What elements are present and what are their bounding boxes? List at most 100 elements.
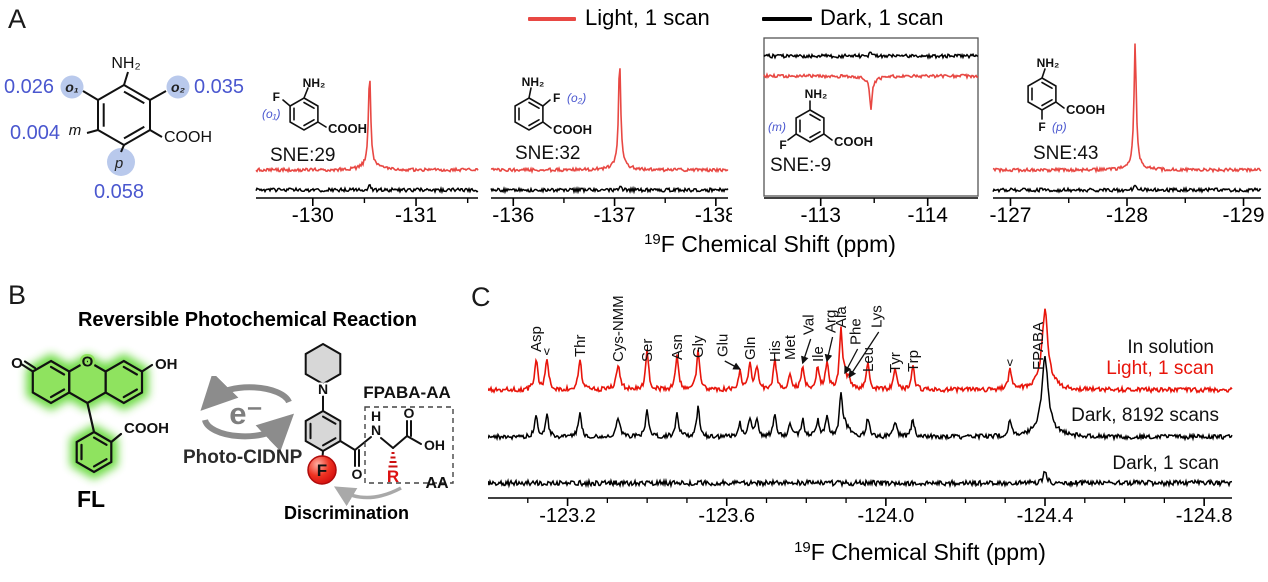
inset-f: F bbox=[1038, 120, 1045, 134]
fluorine-atom: F bbox=[317, 461, 327, 480]
highlight-circle-o1 bbox=[60, 75, 84, 99]
svg-text:-136: -136 bbox=[492, 204, 534, 227]
fluorescein-structure: O O OH COOH bbox=[11, 351, 178, 480]
position-o1-label: o₁ bbox=[65, 79, 79, 95]
amide-n-atom: N bbox=[371, 422, 381, 438]
discrimination-label: Discrimination bbox=[284, 503, 410, 523]
svg-text:Asn: Asn bbox=[669, 334, 686, 360]
svg-text:-124.0: -124.0 bbox=[858, 505, 915, 527]
spectrum-o1: NH₂ F (o₁) COOH SNE:29 -130 -131 bbox=[255, 76, 479, 227]
position-p-label: p bbox=[114, 155, 123, 172]
svg-text:Arg: Arg bbox=[823, 310, 840, 333]
svg-text:Cys-NMM: Cys-NMM bbox=[610, 295, 627, 362]
inset-f: F bbox=[779, 138, 786, 152]
xanthene-bonds bbox=[20, 359, 154, 474]
panel-c-xaxis-label: 19F Chemical Shift (ppm) bbox=[740, 540, 1100, 564]
svg-text:-131: -131 bbox=[395, 204, 437, 227]
legend-dark-label: Dark, 1 scan bbox=[820, 5, 944, 30]
inset-pos: (o₂) bbox=[567, 91, 586, 105]
inset-cooh: COOH bbox=[553, 122, 592, 137]
svg-text:Met: Met bbox=[782, 334, 799, 360]
inset-structure-p: NH₂ COOH F (p) bbox=[1027, 56, 1105, 134]
cycle-arrow-top bbox=[200, 376, 292, 411]
coefficient-p: 0.058 bbox=[94, 181, 144, 203]
dark-8192-label: Dark, 8192 scans bbox=[1071, 405, 1219, 426]
svg-text:-129: -129 bbox=[1223, 204, 1265, 227]
hashed-wedge bbox=[388, 452, 398, 468]
svg-text:Glu: Glu bbox=[715, 334, 732, 357]
coefficient-m: 0.004 bbox=[10, 122, 60, 144]
r-group-label: R bbox=[387, 467, 399, 486]
svg-text:Tyr: Tyr bbox=[887, 352, 904, 373]
panel-a-xaxis-label: 19F Chemical Shift (ppm) bbox=[600, 232, 940, 256]
svg-text:-123.6: -123.6 bbox=[698, 505, 755, 527]
cycle-arrow-bottom bbox=[202, 413, 295, 451]
fl-cooh-atom: COOH bbox=[124, 420, 169, 437]
amide-h-atom: H bbox=[371, 408, 381, 424]
sne-value: SNE:29 bbox=[270, 145, 335, 166]
xlabel-superscript: 19 bbox=[794, 539, 811, 556]
amide-o-atom: O bbox=[352, 466, 363, 482]
xlabel-text: F Chemical Shift (ppm) bbox=[810, 539, 1046, 565]
amino-acid-spectrum: In solution Light, 1 scan Dark, 8192 sca… bbox=[488, 295, 1233, 527]
coefficient-o1: 0.026 bbox=[4, 76, 54, 98]
svg-text:FPABA: FPABA bbox=[1030, 322, 1047, 370]
svg-text:-130: -130 bbox=[292, 204, 334, 227]
ring-fill bbox=[32, 361, 142, 472]
inset-structure-m: NH₂ (m) F COOH bbox=[768, 87, 873, 152]
photo-cidnp-label: Photo-CIDNP bbox=[183, 447, 303, 468]
inset-pos: (o₁) bbox=[262, 107, 280, 121]
svg-text:Leu: Leu bbox=[860, 347, 877, 372]
coefficient-o2: 0.035 bbox=[194, 76, 244, 98]
sne-value: SNE:-9 bbox=[770, 155, 831, 176]
inset-nh2: NH₂ bbox=[805, 87, 828, 101]
benzene-ring bbox=[82, 71, 167, 153]
svg-text:Thr: Thr bbox=[572, 334, 589, 357]
inset-cooh: COOH bbox=[834, 134, 873, 149]
inset-cooh: COOH bbox=[328, 121, 367, 136]
svg-text:Ile: Ile bbox=[810, 346, 827, 362]
inset-structure-o2: NH₂ F (o₂) COOH bbox=[514, 75, 592, 137]
svg-text:v: v bbox=[1007, 355, 1013, 369]
inset-pos: (m) bbox=[768, 120, 786, 134]
cooh-atom-label: COOH bbox=[164, 129, 212, 146]
fluorine-sphere bbox=[307, 455, 337, 485]
spectrum-m: NH₂ (m) F COOH SNE:-9 -113 -114 bbox=[763, 37, 979, 227]
inset-structure-o1: NH₂ F (o₁) COOH bbox=[262, 76, 367, 136]
svg-text:-127: -127 bbox=[989, 204, 1031, 227]
inset-cooh: COOH bbox=[1066, 102, 1105, 117]
oh-atom: OH bbox=[155, 356, 178, 373]
aa-dashed-box bbox=[364, 406, 454, 484]
legend-dark-line bbox=[762, 17, 812, 21]
xanthene-o-atom: O bbox=[82, 354, 94, 371]
light-trace-label: Light, 1 scan bbox=[1106, 358, 1214, 379]
svg-text:Trp: Trp bbox=[905, 350, 922, 372]
fpaba-aa-structure: N F O H N O OH R FPABA-AA AA bbox=[304, 342, 454, 507]
svg-text:Val: Val bbox=[801, 314, 818, 335]
electron-label: e⁻ bbox=[229, 396, 263, 431]
fpaba-aa-label: FPABA-AA bbox=[363, 383, 451, 402]
svg-text:Asp: Asp bbox=[528, 326, 545, 352]
svg-text:Ala: Ala bbox=[833, 306, 850, 328]
position-m-label: m bbox=[69, 122, 82, 139]
piperidine-n-atom: N bbox=[318, 381, 328, 397]
legend-light-line bbox=[528, 17, 576, 21]
svg-text:-137: -137 bbox=[594, 204, 636, 227]
svg-text:v: v bbox=[544, 344, 550, 358]
inset-pos: (p) bbox=[1052, 120, 1067, 134]
svg-text:His: His bbox=[767, 340, 784, 362]
position-o2-label: o₂ bbox=[171, 79, 185, 95]
spectrum-o2: NH₂ F (o₂) COOH SNE:32 -136 -137 -138 bbox=[490, 68, 732, 227]
svg-text:-114: -114 bbox=[907, 204, 948, 227]
fluorescein-label: FL bbox=[77, 486, 106, 512]
ketone-o-atom: O bbox=[11, 355, 23, 372]
inset-nh2: NH₂ bbox=[522, 75, 545, 89]
nh2-atom-label: NH₂ bbox=[111, 55, 140, 72]
panel-b-title: Reversible Photochemical Reaction bbox=[77, 309, 417, 331]
aa-label: AA bbox=[425, 475, 449, 492]
inset-nh2: NH₂ bbox=[1037, 56, 1060, 70]
spectrum-p: NH₂ COOH F (p) SNE:43 -127 -128 -129 bbox=[989, 43, 1265, 227]
discrimination-arrow bbox=[333, 486, 402, 507]
svg-text:-123.2: -123.2 bbox=[539, 505, 596, 527]
